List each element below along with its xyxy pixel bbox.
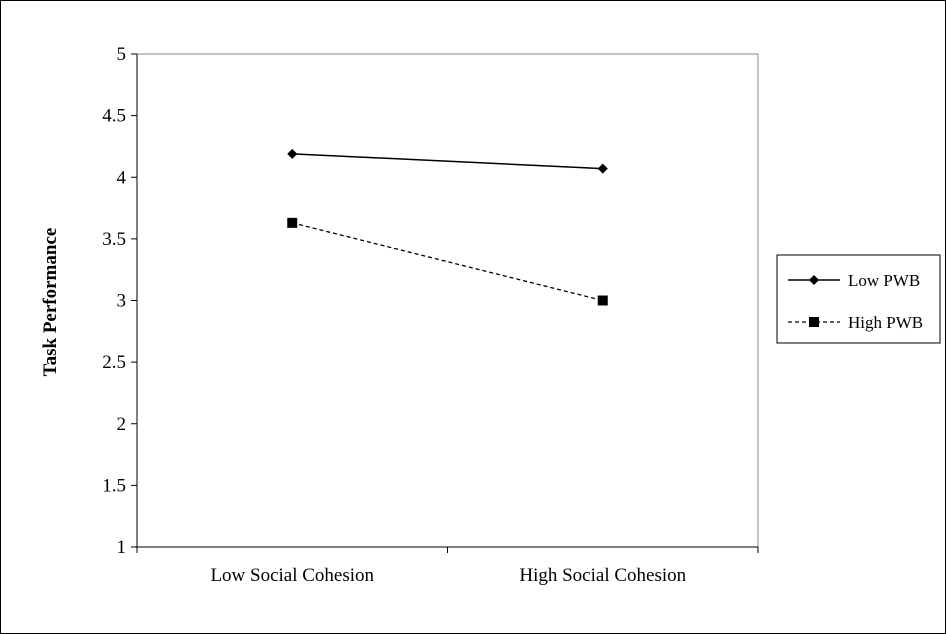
legend: Low PWB High PWB: [776, 254, 941, 344]
diamond-marker: [287, 148, 298, 159]
y-tick-label: 1: [117, 537, 127, 558]
series-layer: [287, 148, 608, 306]
legend-label: Low PWB: [848, 271, 920, 290]
y-tick-label: 5: [117, 44, 127, 65]
legend-item: Low PWB: [788, 271, 920, 290]
y-tick-label: 4.5: [102, 106, 126, 127]
legend-square-marker: [809, 317, 819, 327]
series-line: [292, 222, 603, 302]
square-marker: [287, 217, 298, 228]
y-tick-label: 1.5: [102, 475, 126, 496]
y-tick-label: 2: [117, 414, 127, 435]
x-tick-label: Low Social Cohesion: [210, 565, 374, 586]
x-tick-label: High Social Cohesion: [519, 565, 686, 586]
square-marker: [597, 295, 608, 306]
series-high-pwb: [287, 217, 608, 306]
diamond-marker: [597, 163, 608, 174]
series-line: [292, 153, 603, 170]
legend-box: [776, 254, 941, 344]
legend-label: High PWB: [848, 313, 923, 332]
plot-area: [136, 53, 759, 548]
y-axis: 1 1.5 2 2.5 3 3.5 4 4.5 5: [102, 44, 138, 558]
y-axis-title: Task Performance: [40, 228, 61, 377]
y-tick-label: 3: [117, 291, 127, 312]
y-tick-label: 4: [117, 167, 127, 188]
series-low-pwb: [287, 148, 608, 174]
x-axis: Low Social Cohesion High Social Cohesion: [136, 546, 759, 586]
legend-item: High PWB: [788, 313, 923, 332]
legend-diamond-marker: [809, 275, 819, 285]
plot-border: [136, 53, 759, 548]
y-tick-label: 2.5: [102, 352, 126, 373]
y-tick-label: 3.5: [102, 229, 126, 250]
